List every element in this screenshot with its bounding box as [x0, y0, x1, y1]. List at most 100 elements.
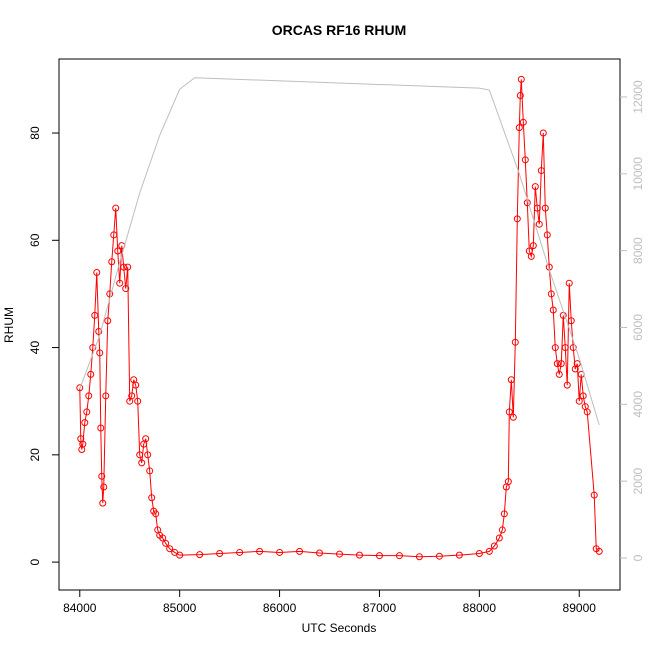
point — [455, 551, 463, 559]
plot-box — [58, 58, 621, 591]
x-tick-label: 88000 — [463, 601, 497, 615]
point — [435, 552, 443, 560]
point — [91, 311, 99, 319]
y2-tick-label: 12000 — [631, 80, 645, 114]
point — [535, 220, 543, 228]
point — [565, 279, 573, 287]
point — [537, 167, 545, 175]
point — [146, 467, 154, 475]
point — [521, 156, 529, 164]
point — [555, 370, 563, 378]
point — [76, 384, 84, 392]
point — [509, 413, 517, 421]
point — [355, 551, 363, 559]
point — [87, 370, 95, 378]
y2-tick-label: 10000 — [631, 157, 645, 191]
point — [276, 548, 284, 556]
y2-tick-label: 0 — [631, 554, 645, 561]
point — [551, 344, 559, 352]
point — [122, 285, 130, 293]
point — [567, 317, 575, 325]
y2-tick-label: 4000 — [631, 391, 645, 418]
point — [513, 215, 521, 223]
point — [590, 491, 598, 499]
y-tick-label: 40 — [28, 341, 42, 355]
point — [116, 279, 124, 287]
point — [114, 247, 122, 255]
point — [561, 344, 569, 352]
point — [296, 547, 304, 555]
point — [515, 124, 523, 132]
x-axis-label: UTC Seconds — [302, 621, 377, 635]
chart-title: ORCAS RF16 RHUM — [272, 22, 407, 38]
y-tick-label: 20 — [28, 448, 42, 462]
point — [144, 451, 152, 459]
point — [124, 263, 132, 271]
point — [89, 344, 97, 352]
point — [336, 550, 343, 558]
point — [96, 349, 104, 357]
point — [100, 483, 108, 491]
point — [136, 451, 144, 459]
point — [495, 534, 503, 542]
point — [78, 445, 86, 453]
point — [575, 397, 583, 405]
point — [527, 252, 535, 260]
point — [256, 547, 264, 555]
series-line — [79, 77, 600, 426]
point — [541, 204, 549, 212]
point — [583, 408, 591, 416]
point — [102, 392, 110, 400]
y-tick-label: 80 — [28, 126, 42, 140]
point — [98, 472, 106, 480]
x-tick-label: 84000 — [63, 601, 97, 615]
point — [97, 424, 105, 432]
point — [134, 397, 142, 405]
point — [99, 499, 107, 507]
point — [517, 75, 525, 83]
point — [152, 510, 160, 518]
x-tick-label: 89000 — [563, 601, 597, 615]
point — [216, 550, 224, 558]
point — [531, 183, 539, 191]
point — [316, 549, 324, 557]
point — [573, 360, 581, 368]
point — [511, 338, 519, 346]
point — [148, 494, 156, 502]
point — [110, 231, 118, 239]
point — [505, 408, 513, 416]
point — [162, 539, 170, 547]
point — [507, 376, 515, 384]
point — [553, 360, 561, 368]
x-tick-label: 87000 — [363, 601, 397, 615]
point — [547, 290, 555, 298]
point — [595, 547, 603, 555]
point — [104, 317, 112, 325]
y-tick-label: 0 — [28, 558, 42, 565]
point — [166, 545, 174, 553]
point — [504, 478, 512, 486]
point — [236, 548, 244, 556]
point — [196, 551, 204, 559]
y-axis-label: RHUM — [2, 307, 16, 343]
point — [93, 268, 101, 276]
point — [120, 263, 128, 271]
point — [132, 381, 140, 389]
point — [557, 360, 565, 368]
point — [475, 550, 483, 558]
point — [81, 419, 89, 427]
point — [490, 542, 498, 550]
point — [569, 344, 577, 352]
point — [543, 231, 551, 239]
x-tick-label: 85000 — [163, 601, 197, 615]
point — [159, 534, 167, 542]
point — [108, 258, 116, 266]
point — [79, 440, 87, 448]
point — [516, 91, 524, 99]
y2-tick-label: 2000 — [631, 467, 645, 494]
point — [95, 327, 103, 335]
point — [579, 392, 587, 400]
point — [85, 392, 93, 400]
point — [500, 510, 508, 518]
